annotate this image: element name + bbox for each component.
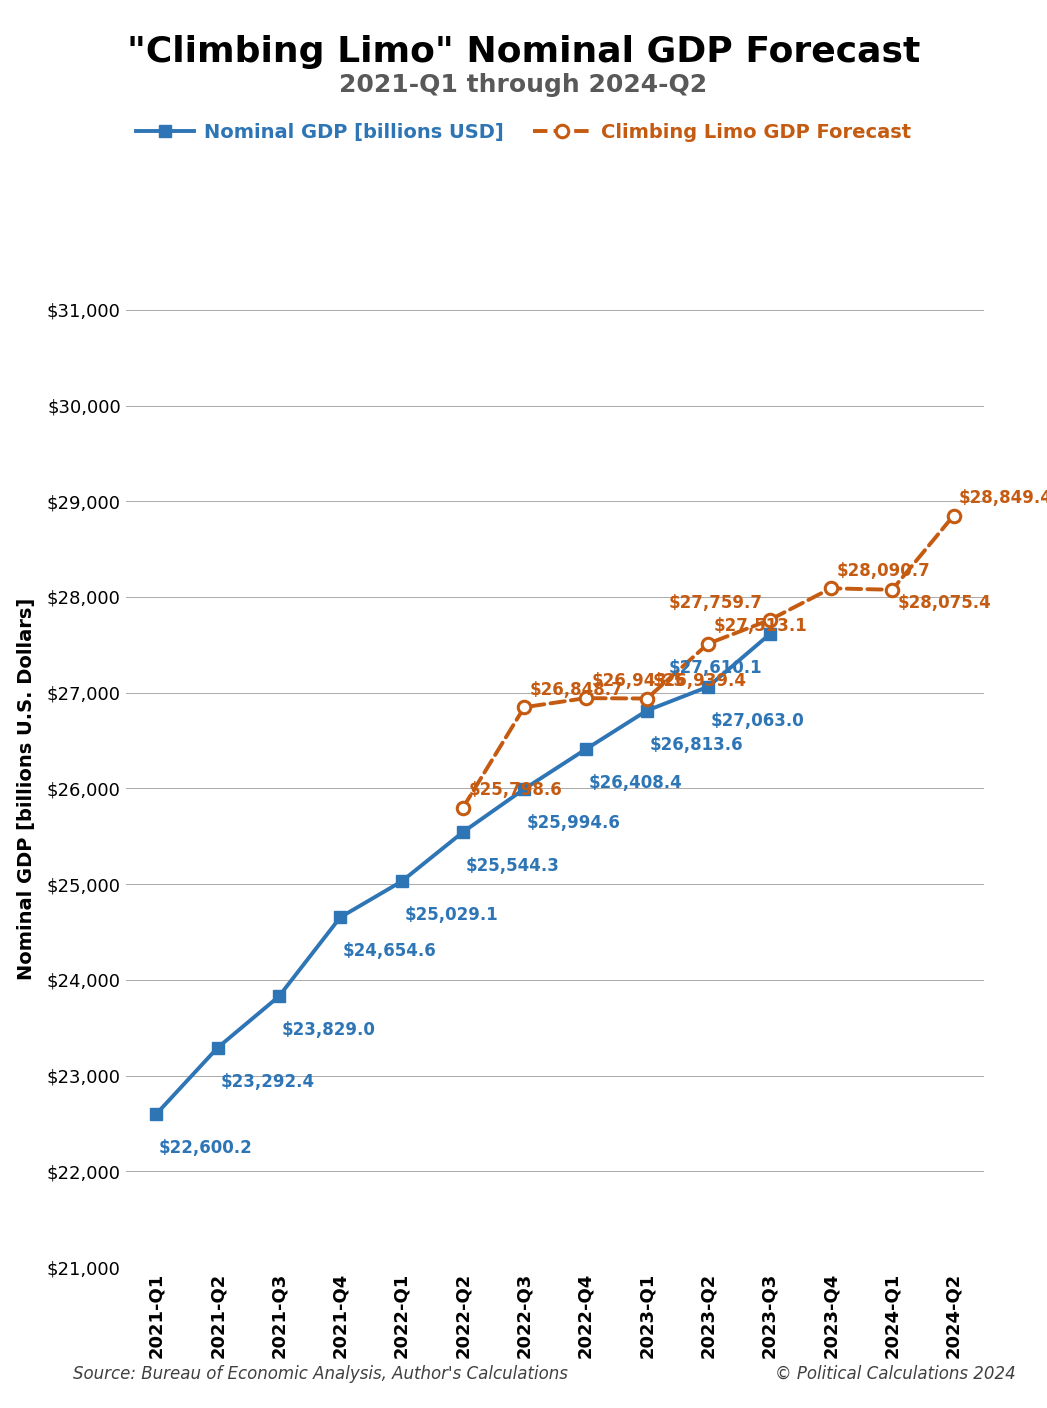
- Climbing Limo GDP Forecast: [579, 690, 592, 707]
- Text: $23,829.0: $23,829.0: [282, 1021, 376, 1039]
- Y-axis label: Nominal GDP [billions U.S. Dollars]: Nominal GDP [billions U.S. Dollars]: [17, 597, 36, 980]
- Text: $26,848.7: $26,848.7: [530, 681, 624, 698]
- Nominal GDP [billions USD]: [456, 824, 469, 841]
- Text: $27,759.7: $27,759.7: [669, 594, 762, 611]
- Text: $27,513.1: $27,513.1: [714, 617, 807, 635]
- Text: $26,813.6: $26,813.6: [650, 735, 743, 753]
- Nominal GDP [billions USD]: [579, 741, 592, 758]
- Text: $27,063.0: $27,063.0: [711, 711, 805, 729]
- Nominal GDP [billions USD]: [150, 1105, 162, 1122]
- Climbing Limo GDP Forecast: [886, 582, 898, 598]
- Nominal GDP [billions USD]: [211, 1039, 224, 1056]
- Text: Source: Bureau of Economic Analysis, Author's Calculations: Source: Bureau of Economic Analysis, Aut…: [73, 1364, 569, 1383]
- Text: © Political Calculations 2024: © Political Calculations 2024: [775, 1364, 1016, 1383]
- Text: $25,994.6: $25,994.6: [527, 814, 621, 832]
- Climbing Limo GDP Forecast: [948, 507, 960, 524]
- Text: $22,600.2: $22,600.2: [159, 1139, 252, 1157]
- Text: $26,939.4: $26,939.4: [652, 672, 747, 690]
- Text: $28,075.4: $28,075.4: [897, 594, 992, 612]
- Text: $26,943.5: $26,943.5: [592, 672, 685, 690]
- Text: $26,408.4: $26,408.4: [588, 774, 682, 793]
- Text: $28,849.4: $28,849.4: [959, 490, 1047, 507]
- Climbing Limo GDP Forecast: [701, 635, 714, 652]
- Text: $24,654.6: $24,654.6: [343, 942, 437, 960]
- Line: Climbing Limo GDP Forecast: Climbing Limo GDP Forecast: [456, 510, 960, 814]
- Line: Nominal GDP [billions USD]: Nominal GDP [billions USD]: [151, 629, 775, 1119]
- Nominal GDP [billions USD]: [396, 873, 408, 890]
- Text: $25,029.1: $25,029.1: [404, 907, 498, 925]
- Climbing Limo GDP Forecast: [456, 800, 469, 817]
- Nominal GDP [billions USD]: [334, 908, 347, 925]
- Text: $27,610.1: $27,610.1: [669, 659, 762, 677]
- Climbing Limo GDP Forecast: [825, 580, 838, 597]
- Text: $25,544.3: $25,544.3: [466, 857, 559, 876]
- Climbing Limo GDP Forecast: [641, 690, 653, 707]
- Text: $25,798.6: $25,798.6: [468, 781, 562, 800]
- Text: 2021-Q1 through 2024-Q2: 2021-Q1 through 2024-Q2: [339, 73, 708, 97]
- Text: "Climbing Limo" Nominal GDP Forecast: "Climbing Limo" Nominal GDP Forecast: [127, 35, 920, 69]
- Nominal GDP [billions USD]: [701, 679, 714, 696]
- Nominal GDP [billions USD]: [518, 780, 531, 797]
- Nominal GDP [billions USD]: [763, 627, 776, 643]
- Text: $23,292.4: $23,292.4: [221, 1073, 314, 1091]
- Nominal GDP [billions USD]: [641, 703, 653, 719]
- Legend: Nominal GDP [billions USD], Climbing Limo GDP Forecast: Nominal GDP [billions USD], Climbing Lim…: [128, 115, 919, 149]
- Climbing Limo GDP Forecast: [763, 611, 776, 628]
- Text: $28,090.7: $28,090.7: [837, 562, 930, 580]
- Climbing Limo GDP Forecast: [518, 698, 531, 715]
- Nominal GDP [billions USD]: [272, 988, 285, 1005]
